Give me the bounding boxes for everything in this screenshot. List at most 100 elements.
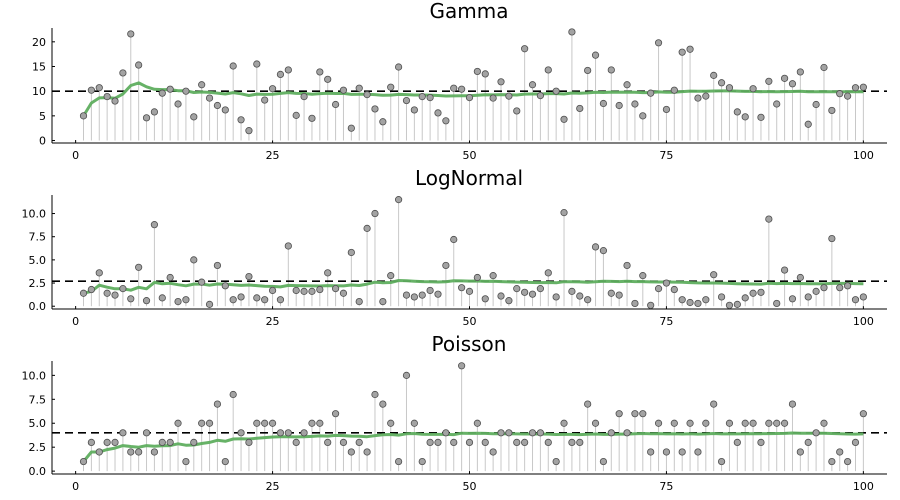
y-tick-label: 0.0: [29, 300, 47, 313]
data-point: [576, 292, 584, 300]
data-point: [426, 286, 434, 295]
data-point: [395, 457, 403, 466]
x-tick-label: 100: [853, 315, 874, 328]
data-point: [205, 300, 214, 308]
data-point: [773, 100, 781, 108]
data-point: [505, 429, 513, 437]
data-point: [780, 266, 789, 274]
data-point: [536, 92, 544, 100]
data-point: [347, 448, 355, 456]
data-point: [702, 419, 710, 427]
data-point: [245, 272, 253, 281]
running-mean-line: [82, 81, 864, 117]
data-point: [859, 410, 867, 418]
y-tick-label: 0: [39, 135, 46, 148]
data-point: [450, 84, 458, 92]
panel-poisson: Poisson 0.0 2.5 5.0 7.5 10.0 0 25 50 75 100: [22, 332, 887, 493]
x-tick-label: 75: [659, 480, 673, 493]
data-point: [639, 112, 647, 120]
data-point: [284, 242, 292, 250]
data-point: [662, 279, 671, 287]
data-point: [796, 68, 804, 76]
data-point: [339, 289, 348, 297]
data-point: [276, 70, 285, 78]
data-point: [339, 438, 348, 446]
data-point: [828, 106, 836, 115]
data-point: [773, 299, 781, 308]
data-point: [434, 438, 442, 446]
data-point: [190, 438, 198, 446]
data-point: [536, 429, 544, 437]
data-point: [544, 438, 552, 446]
data-point: [324, 75, 332, 83]
data-point: [647, 301, 655, 309]
y-tick-label: 0.0: [29, 465, 47, 478]
data-point: [402, 291, 411, 299]
data-point: [284, 429, 292, 437]
y-tick-label: 2.5: [29, 277, 47, 290]
panel-title: LogNormal: [415, 166, 523, 190]
panel-title: Poisson: [432, 332, 507, 356]
data-point: [844, 457, 852, 466]
x-tick-label: 0: [72, 149, 79, 162]
data-point: [221, 106, 229, 114]
y-tick-label: 7.5: [29, 231, 47, 244]
data-point: [599, 247, 608, 255]
data-point: [395, 63, 403, 71]
data-point: [623, 261, 631, 270]
data-point: [497, 78, 505, 86]
data-point: [426, 93, 434, 102]
data-point: [757, 113, 765, 121]
data-point: [599, 457, 608, 466]
x-tick-label: 50: [463, 315, 477, 328]
data-point: [119, 429, 127, 437]
data-point: [615, 101, 623, 110]
data-point: [773, 419, 781, 427]
data-point: [599, 99, 608, 108]
data-point: [371, 209, 379, 218]
data-point: [765, 77, 773, 85]
y-tick-label: 2.5: [29, 441, 47, 454]
data-point: [95, 84, 103, 92]
data-point: [87, 86, 95, 94]
data-point: [528, 429, 537, 437]
data-point: [387, 419, 395, 427]
data-point: [631, 299, 639, 308]
data-point: [733, 108, 741, 116]
data-point: [190, 113, 198, 121]
data-point: [245, 438, 253, 446]
data-point: [95, 269, 103, 277]
data-point: [568, 28, 576, 36]
data-point: [694, 94, 702, 102]
data-point: [844, 92, 852, 100]
data-point: [710, 400, 718, 408]
data-point: [836, 284, 844, 292]
data-point: [292, 111, 300, 119]
data-point: [87, 438, 95, 446]
data-point: [544, 66, 552, 74]
data-point: [150, 221, 159, 229]
data-point: [694, 448, 702, 456]
data-point: [205, 419, 214, 427]
data-point: [568, 287, 576, 295]
panel-gamma: Gamma 0 5 10 15 20 0 25 50 75 100: [32, 0, 887, 162]
x-tick-label: 50: [463, 480, 477, 493]
data-point: [631, 410, 639, 418]
data-point: [434, 109, 442, 117]
data-point: [339, 86, 348, 94]
data-point: [316, 419, 324, 427]
data-point: [780, 419, 789, 427]
data-point: [300, 429, 308, 437]
data-point: [331, 100, 340, 109]
data-point: [221, 282, 229, 290]
data-point: [300, 287, 308, 295]
data-point: [505, 92, 513, 100]
data-point: [458, 85, 466, 93]
data-point: [174, 297, 182, 306]
data-point: [308, 114, 316, 122]
data-point: [844, 282, 852, 290]
data-point: [119, 69, 127, 77]
data-point: [584, 66, 592, 75]
data-point: [308, 419, 316, 427]
data-point: [788, 400, 797, 408]
